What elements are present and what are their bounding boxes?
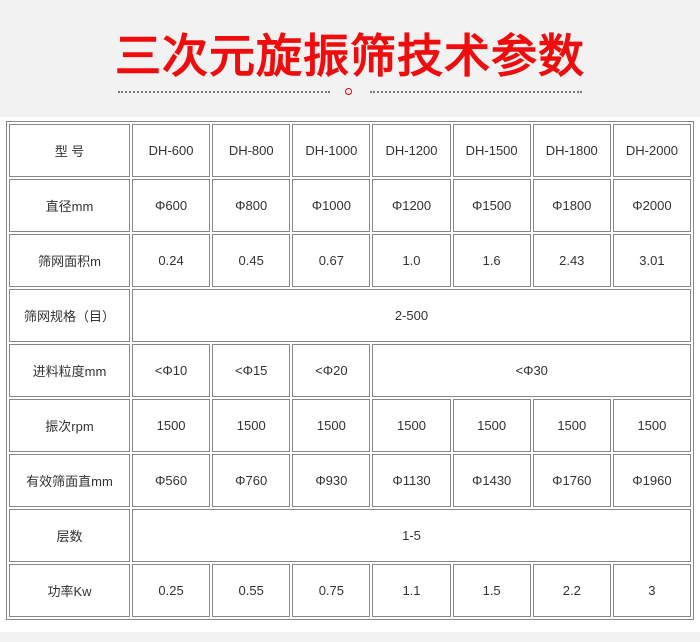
cell: 2.2: [532, 564, 611, 617]
cell: 0.55: [212, 564, 291, 617]
cell: 0.67: [292, 234, 371, 287]
cell: 1500: [532, 399, 611, 452]
row-label: 层数: [9, 509, 130, 562]
cell: 1500: [612, 399, 691, 452]
cell: 1500: [292, 399, 371, 452]
title-divider: [118, 88, 582, 96]
cell: Φ1130: [372, 454, 451, 507]
cell: Φ2000: [612, 179, 691, 232]
cell: 3.01: [612, 234, 691, 287]
row-label: 筛网面积m: [9, 234, 130, 287]
row-label: 功率Kw: [9, 564, 130, 617]
row-label: 直径mm: [9, 179, 130, 232]
cell: 2-500: [132, 289, 691, 342]
cell: 1.0: [372, 234, 451, 287]
cell: Φ930: [292, 454, 371, 507]
cell: 0.45: [212, 234, 291, 287]
cell: 2.43: [532, 234, 611, 287]
cell: Φ560: [132, 454, 211, 507]
cell: Φ1200: [372, 179, 451, 232]
cell: Φ800: [212, 179, 291, 232]
cell: Φ1960: [612, 454, 691, 507]
cell: 1.1: [372, 564, 451, 617]
row-power: 功率Kw 0.25 0.55 0.75 1.1 1.5 2.2 3: [9, 564, 691, 617]
cell: 1500: [212, 399, 291, 452]
circle-icon: [345, 88, 352, 95]
cell: 3: [612, 564, 691, 617]
row-label: 有效筛面直mm: [9, 454, 130, 507]
row-area: 筛网面积m 0.24 0.45 0.67 1.0 1.6 2.43 3.01: [9, 234, 691, 287]
page-title: 三次元旋振筛技术参数: [115, 29, 585, 83]
row-vibration: 振次rpm 1500 1500 1500 1500 1500 1500 1500: [9, 399, 691, 452]
cell: Φ1000: [292, 179, 371, 232]
row-mesh: 筛网规格（目） 2-500: [9, 289, 691, 342]
row-label: 型 号: [9, 124, 130, 177]
cell: DH-1500: [452, 124, 531, 177]
cell: 0.75: [292, 564, 371, 617]
row-diameter: 直径mm Φ600 Φ800 Φ1000 Φ1200 Φ1500 Φ1800 Φ2000: [9, 179, 691, 232]
cell: Φ1430: [452, 454, 531, 507]
cell: <Φ10: [132, 344, 211, 397]
cell: Φ1500: [452, 179, 531, 232]
row-feed: 进料粒度mm <Φ10 <Φ15 <Φ20 <Φ30: [9, 344, 691, 397]
row-label: 筛网规格（目）: [9, 289, 130, 342]
cell: DH-1200: [372, 124, 451, 177]
cell: DH-600: [132, 124, 211, 177]
cell: <Φ15: [212, 344, 291, 397]
cell: DH-1800: [532, 124, 611, 177]
row-models: 型 号 DH-600 DH-800 DH-1000 DH-1200 DH-1500 DH-1…: [9, 124, 691, 177]
row-label: 进料粒度mm: [9, 344, 130, 397]
cell: Φ1760: [532, 454, 611, 507]
cell: 1500: [452, 399, 531, 452]
cell: 1500: [372, 399, 451, 452]
cell: 1.6: [452, 234, 531, 287]
cell: 0.24: [132, 234, 211, 287]
divider-dots-right: [370, 91, 582, 93]
cell: DH-800: [212, 124, 291, 177]
spec-table: 型 号 DH-600 DH-800 DH-1000 DH-1200 DH-1500 DH-1…: [6, 121, 694, 620]
cell: DH-2000: [612, 124, 691, 177]
cell: Φ760: [212, 454, 291, 507]
row-label: 振次rpm: [9, 399, 130, 452]
divider-dots-left: [118, 91, 330, 93]
cell: DH-1000: [292, 124, 371, 177]
cell: <Φ20: [292, 344, 371, 397]
cell: 1-5: [132, 509, 691, 562]
cell: <Φ30: [372, 344, 691, 397]
cell: 0.25: [132, 564, 211, 617]
spec-table-container: 型 号 DH-600 DH-800 DH-1000 DH-1200 DH-1500 DH-1…: [0, 117, 700, 632]
cell: Φ1800: [532, 179, 611, 232]
cell: Φ600: [132, 179, 211, 232]
cell: 1500: [132, 399, 211, 452]
cell: 1.5: [452, 564, 531, 617]
row-layers: 层数 1-5: [9, 509, 691, 562]
row-effective: 有效筛面直mm Φ560 Φ760 Φ930 Φ1130 Φ1430 Φ1760 Φ1960: [9, 454, 691, 507]
